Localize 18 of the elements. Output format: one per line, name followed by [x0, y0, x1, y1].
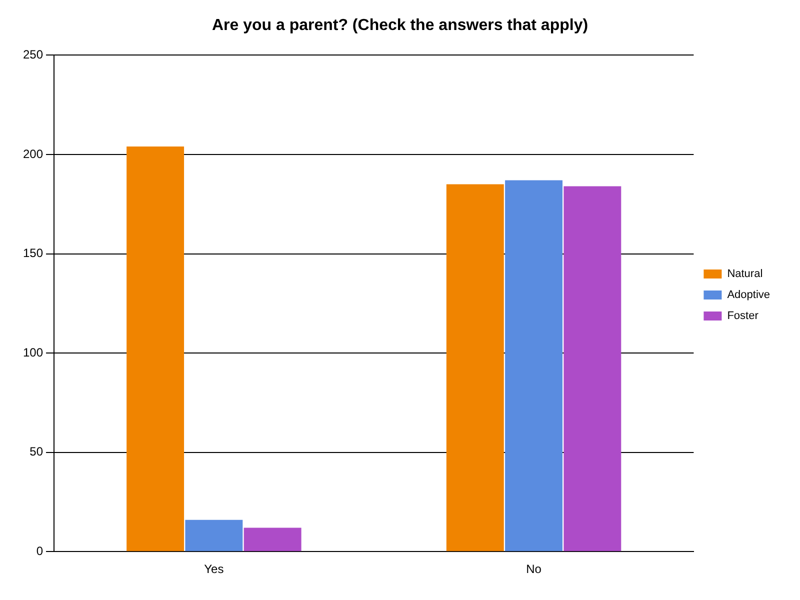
x-tick-label: No: [526, 562, 542, 576]
bar: [505, 180, 563, 552]
y-tick-label: 0: [36, 544, 44, 558]
x-tick-label: Yes: [204, 562, 224, 576]
bar: [185, 520, 243, 552]
legend-label: Foster: [727, 310, 759, 322]
y-tick-label: 100: [22, 345, 44, 360]
y-tick-label: 200: [22, 146, 44, 161]
bar: [126, 146, 184, 552]
y-tick-label: 250: [22, 48, 44, 62]
legend-label: Adoptive: [727, 289, 770, 302]
bar: [244, 528, 302, 552]
bar: [446, 184, 504, 552]
y-tick-label: 50: [30, 444, 44, 459]
legend-label: Natural: [727, 268, 763, 280]
y-tick-label: 150: [22, 246, 44, 260]
chart-title: Are you a parent? (Check the answers that apply): [212, 17, 588, 34]
bar: [564, 186, 622, 552]
